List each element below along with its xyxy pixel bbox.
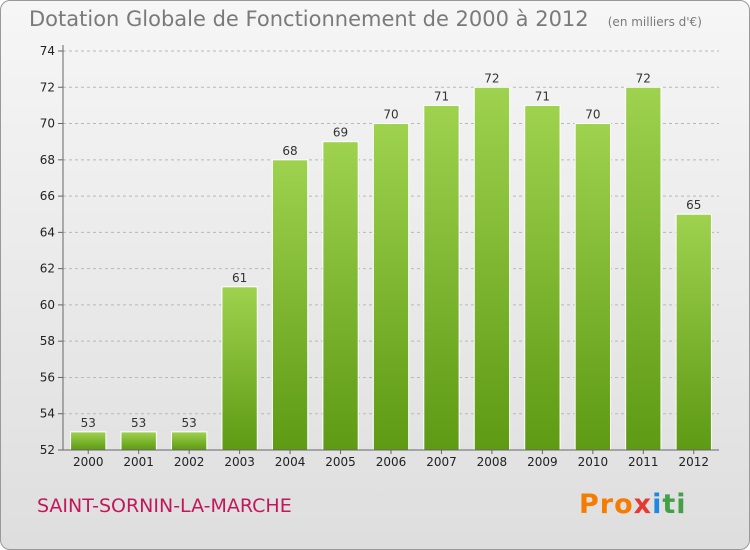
y-tick-label: 64 — [40, 225, 55, 239]
x-tick-label: 2007 — [426, 455, 457, 469]
logo-letter-i: i — [652, 489, 663, 520]
bar — [473, 86, 511, 451]
bar-value-label: 69 — [333, 126, 348, 140]
bar — [170, 431, 208, 451]
bar — [524, 104, 561, 451]
x-tick-label: 2003 — [224, 455, 255, 469]
bar-value-label: 61 — [232, 271, 247, 285]
bar-value-label: 65 — [686, 198, 701, 212]
bar-value-label: 68 — [282, 144, 297, 158]
bar-value-label: 53 — [131, 416, 146, 430]
bar-value-label: 70 — [383, 108, 398, 122]
bar-layer: 53 53 53 61 68 69 70 71 72 71 70 72 65 — [70, 71, 712, 451]
y-tick-label: 54 — [40, 407, 55, 421]
y-tick-label: 56 — [40, 370, 55, 384]
x-tick-label: 2005 — [325, 455, 356, 469]
bar-value-label: 53 — [182, 416, 197, 430]
logo-letters-ti: ti — [662, 489, 687, 520]
y-tick-label: 62 — [40, 262, 55, 276]
x-tick-label: 2010 — [578, 455, 609, 469]
bar — [271, 159, 309, 451]
bar — [322, 141, 359, 451]
x-tick-label: 2009 — [527, 455, 558, 469]
x-tick-label: 2000 — [73, 455, 104, 469]
bar-value-label: 53 — [81, 416, 96, 430]
logo-letters-pro: Pro — [579, 489, 634, 520]
x-tick-label: 2002 — [174, 455, 205, 469]
bar — [625, 86, 662, 451]
y-tick-label: 68 — [40, 153, 55, 167]
y-tick-label: 66 — [40, 189, 55, 203]
bar — [574, 123, 612, 451]
x-tick-label: 2012 — [678, 455, 709, 469]
x-tick-label: 2008 — [477, 455, 508, 469]
y-tick-label: 72 — [40, 80, 55, 94]
bar — [675, 213, 712, 451]
y-tick-label: 58 — [40, 334, 55, 348]
y-tick-label: 60 — [40, 298, 55, 312]
y-tick-label: 52 — [40, 443, 55, 457]
bar — [221, 286, 258, 451]
bar — [120, 431, 157, 451]
chart-title: Dotation Globale de Fonctionnement de 20… — [29, 7, 589, 31]
bar-value-label: 71 — [434, 89, 449, 103]
title-row: Dotation Globale de Fonctionnement de 20… — [29, 7, 702, 31]
bar — [372, 123, 410, 451]
x-tick-label: 2011 — [628, 455, 659, 469]
bar-value-label: 72 — [636, 71, 651, 85]
commune-name: SAINT-SORNIN-LA-MARCHE — [37, 495, 292, 517]
proxiti-logo[interactable]: Proxiti — [579, 489, 687, 520]
bar-value-label: 71 — [535, 89, 550, 103]
x-tick-label: 2006 — [376, 455, 407, 469]
axis-layer: 52 54 56 58 60 62 64 66 68 70 72 74 2000 2001 2002 2003… — [40, 44, 719, 469]
bar — [423, 104, 460, 451]
bar-value-label: 70 — [585, 108, 600, 122]
x-tick-label: 2001 — [123, 455, 154, 469]
chart-subtitle: (en milliers d'€) — [607, 15, 702, 29]
y-tick-label: 70 — [40, 117, 55, 131]
logo-letter-x: x — [633, 489, 653, 520]
x-tick-label: 2004 — [275, 455, 306, 469]
y-tick-label: 74 — [40, 44, 55, 58]
bar — [70, 431, 107, 451]
bar-value-label: 72 — [484, 71, 499, 85]
